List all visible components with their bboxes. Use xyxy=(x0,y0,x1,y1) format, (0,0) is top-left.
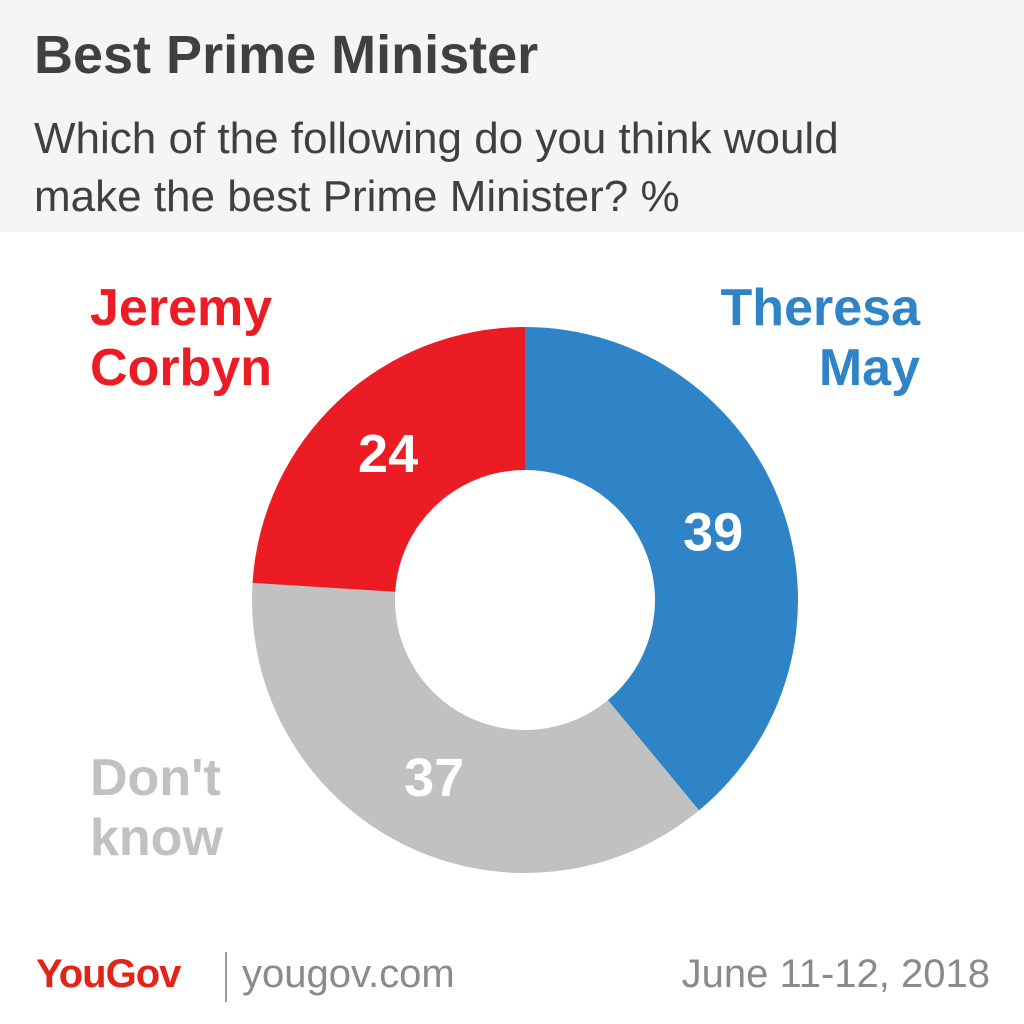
logo: YouGov xyxy=(36,952,181,996)
value-label: 24 xyxy=(358,424,418,484)
category-label: Don't know xyxy=(90,749,223,867)
header xyxy=(0,0,1024,232)
slice xyxy=(251,582,700,873)
category-label: Jeremy Corbyn xyxy=(90,279,273,397)
date: June 11-12, 2018 xyxy=(681,952,990,996)
category-label: Theresa May xyxy=(720,279,920,397)
value-label: 37 xyxy=(404,748,464,808)
chart-title: Best Prime Minister xyxy=(34,25,539,85)
value-label: 39 xyxy=(683,502,743,562)
chart-subtitle: Which of the following do you think woul… xyxy=(34,114,839,221)
website: yougov.com xyxy=(242,952,455,996)
slice xyxy=(252,326,525,592)
separator xyxy=(225,952,227,1002)
slice xyxy=(525,327,798,811)
